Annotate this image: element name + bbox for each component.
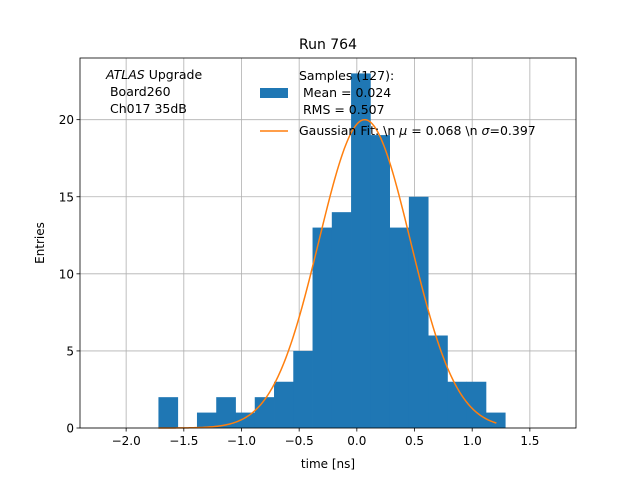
y-tick-label: 5	[66, 344, 74, 358]
annotation-line-3: Ch017 35dB	[106, 101, 187, 116]
legend-hist-line-2: Mean = 0.024	[299, 85, 391, 100]
y-axis-ticks: 0 5 10 15 20	[59, 113, 80, 436]
x-tick-label: −2.0	[112, 434, 141, 448]
histogram-bar	[274, 381, 294, 428]
y-tick-label: 10	[59, 267, 74, 281]
histogram-bar	[196, 412, 217, 428]
x-tick-label: 1.5	[520, 434, 539, 448]
x-tick-label: 1.0	[463, 434, 482, 448]
histogram-bar	[485, 412, 506, 428]
histogram-bars	[158, 73, 506, 429]
legend-hist-swatch	[260, 88, 288, 98]
histogram-bar	[158, 397, 179, 428]
y-axis-label: Entries	[33, 222, 47, 264]
annotation-line-2: Board260	[106, 84, 171, 99]
histogram-bar	[235, 412, 256, 428]
histogram-bar	[312, 227, 333, 428]
histogram-bar	[370, 135, 390, 429]
x-tick-label: 0.5	[405, 434, 424, 448]
x-tick-label: 0.0	[347, 434, 366, 448]
x-tick-label: −1.5	[169, 434, 198, 448]
y-tick-label: 20	[59, 113, 74, 127]
histogram-bar	[447, 381, 468, 428]
x-tick-label: −1.0	[227, 434, 256, 448]
legend-hist-line-1: Samples (127):	[299, 68, 394, 83]
annotation-atlas: ATLAS	[105, 67, 145, 82]
histogram-bar	[293, 350, 313, 428]
atlas-annotation: ATLAS Upgrade Board260 Ch017 35dB	[105, 67, 202, 116]
x-tick-label: −0.5	[285, 434, 314, 448]
histogram-bar	[216, 397, 236, 428]
annotation-line-1: ATLAS Upgrade	[105, 67, 202, 82]
histogram-bar	[331, 212, 352, 428]
x-axis-ticks: −2.0 −1.5 −1.0 −0.5 0.0 0.5 1.0 1.5	[112, 428, 539, 448]
chart-title: Run 764	[299, 37, 357, 53]
legend-hist-line-3: RMS = 0.507	[299, 102, 385, 117]
histogram-bar	[408, 196, 429, 428]
y-tick-label: 15	[59, 190, 74, 204]
y-tick-label: 0	[66, 422, 74, 436]
histogram-bar	[254, 397, 275, 428]
histogram-bar	[389, 227, 410, 428]
legend-fit-label: Gaussian Fit: \n μ = 0.068 \n σ=0.397	[299, 123, 536, 138]
gaussian-fit-curve	[158, 118, 497, 429]
histogram-bar	[351, 73, 371, 429]
plot-frame	[79, 57, 577, 429]
annotation-upgrade: Upgrade	[145, 67, 203, 82]
legend: Samples (127): Mean = 0.024 RMS = 0.507 …	[260, 68, 536, 138]
histogram-bar	[428, 335, 448, 428]
x-axis-label: time [ns]	[301, 457, 355, 471]
